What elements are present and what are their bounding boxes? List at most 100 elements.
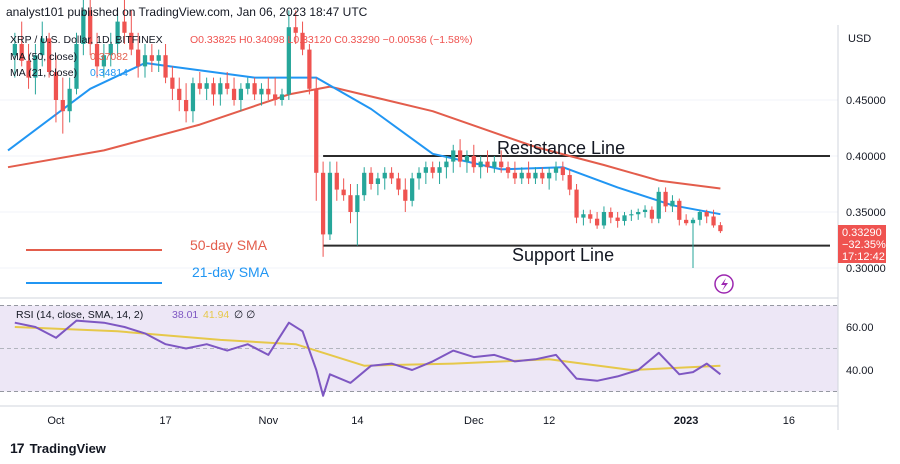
candle-body [81,10,86,44]
time-tick-label: Nov [259,415,279,427]
candle [718,222,723,234]
candle [629,209,634,221]
candle-body [690,219,696,224]
time-tick-label: 14 [351,415,363,427]
candle [101,44,107,78]
candle-body [594,218,600,226]
lightning-icon[interactable] [714,274,734,294]
candle-body [348,195,353,212]
candle [74,32,79,95]
last-price-value: 0.33290 [842,227,882,239]
candle-body [451,150,456,162]
candle [499,150,504,173]
candle [444,156,449,179]
candle [204,77,209,100]
candle-body [177,88,182,100]
candle-body [238,88,244,100]
candle-body [204,83,209,89]
candle [129,10,134,56]
candle-body [286,27,291,95]
legend-ma50-value: 0.37082 [90,51,128,63]
candle [238,83,244,112]
countdown-tag [838,250,886,263]
candle-body [636,212,641,215]
candle [67,77,72,123]
legend-ma50-label[interactable]: MA (50, close) [10,51,77,63]
rsi-sma-line [14,326,721,371]
candle-body [149,55,154,61]
candle [252,77,257,100]
candle-body [136,49,141,67]
candle [40,21,45,67]
rsi-line [14,319,722,397]
candle [197,72,202,95]
legend-symbol[interactable]: XRP / U.S. Dollar, 1D, BITFINEX [10,34,163,46]
candle-body [314,88,319,173]
change-pct-value: −32.35% [842,239,886,251]
candle [108,32,113,67]
candle-body [231,88,237,100]
candle [327,161,333,240]
candle [636,208,641,220]
candle [437,161,442,184]
candle-body [396,178,401,190]
candle [26,44,31,89]
support-resistance-levels[interactable] [323,155,830,247]
rsi-legend-label[interactable]: RSI (14, close, SMA, 14, 2) [16,309,143,321]
candle [471,144,476,173]
rsi-axis[interactable]: 60.00 40.00 [846,322,874,377]
candle-body [478,161,483,168]
candle [163,44,168,84]
candle [320,161,326,257]
candle [149,44,154,72]
candle [266,77,271,100]
candles [12,0,723,268]
candle [478,156,483,179]
candle [382,167,387,190]
candle-body [40,38,45,56]
legend-ma21-label[interactable]: MA (21, close) [10,67,77,79]
candle [642,205,648,218]
candle-body [574,189,579,218]
candle [286,10,291,100]
candle-body [142,55,148,67]
bar-countdown: 17:12:42 [842,251,885,263]
candle [410,172,415,207]
candle [492,156,497,173]
candle-body [67,88,72,112]
candle-body [129,32,134,50]
candle-body [389,172,394,179]
candle [697,209,702,226]
candle [273,77,278,106]
candle-body [629,214,634,216]
candle-body [46,38,52,72]
candle [704,209,709,224]
candle-body [423,167,428,173]
candle [245,77,250,95]
tradingview-logo-icon: 17 [10,440,25,456]
price-axis[interactable]: 0.45000 0.40000 0.35000 0.30000 [846,95,886,275]
candle-body [218,83,223,95]
candle-body [540,172,545,179]
time-tick-label: Oct [47,415,64,427]
candle-body [485,161,490,168]
candle-body [101,55,107,67]
candle [574,184,579,224]
candle [457,139,463,168]
candle-body [355,195,360,212]
time-tick-label: 17 [159,415,171,427]
candle [684,214,689,226]
candle [293,10,298,44]
price-axis-unit: USD [848,33,871,45]
resistance-line-label: Resistance Line [497,138,625,158]
candle [211,77,216,106]
candle [183,83,189,123]
candle-body [663,191,668,207]
support-line-label: Support Line [512,245,614,265]
candle [355,184,360,246]
candle-body [33,55,38,78]
time-axis[interactable]: Oct 17 Nov 14 Dec 12 2023 16 [47,415,795,427]
candle-body [245,83,250,89]
